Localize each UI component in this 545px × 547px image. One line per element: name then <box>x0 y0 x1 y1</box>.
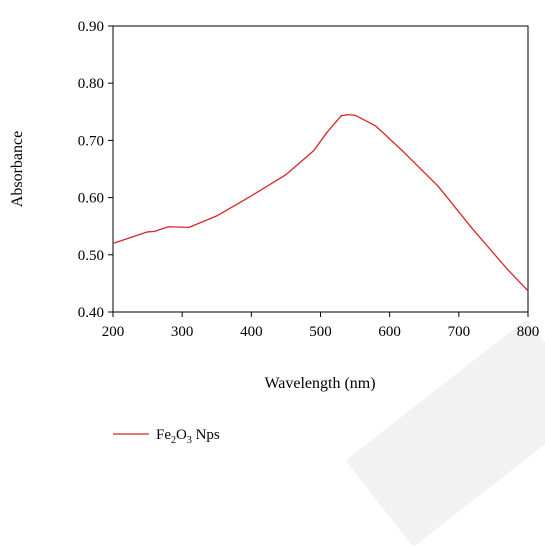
plot-frame <box>112 25 529 313</box>
y-tick-label: 0.60 <box>78 191 104 207</box>
legend-suffix: Nps <box>192 427 220 443</box>
legend-mid: O <box>176 427 187 443</box>
legend-sub1: 2 <box>171 435 176 446</box>
x-tick-label: 400 <box>240 324 263 340</box>
legend-label: Fe2O3 Nps <box>156 427 220 446</box>
x-tick-label: 200 <box>102 324 125 340</box>
x-tick-label: 700 <box>448 324 471 340</box>
legend-sub2: 3 <box>187 435 192 446</box>
x-tick-label: 800 <box>517 324 540 340</box>
y-tick-label: 0.90 <box>78 19 104 35</box>
series-line <box>112 114 529 292</box>
series-layer <box>112 114 529 292</box>
x-tick-label: 300 <box>171 324 194 340</box>
x-axis-title: Wavelength (nm) <box>264 375 375 392</box>
x-axis-ticks: 200 300 400 500 600 700 800 <box>102 312 540 340</box>
y-axis-ticks: 0.40 0.50 0.60 0.70 0.80 0.90 <box>78 19 113 321</box>
y-tick-label: 0.50 <box>78 248 104 264</box>
x-tick-label: 600 <box>378 324 401 340</box>
y-tick-label: 0.40 <box>78 305 104 321</box>
y-axis-title: Absorbance <box>9 131 26 207</box>
x-tick-label: 500 <box>309 324 332 340</box>
legend-prefix: Fe <box>156 427 171 443</box>
legend: Fe2O3 Nps <box>113 427 220 446</box>
y-tick-label: 0.70 <box>78 133 104 149</box>
absorbance-chart: 200 300 400 500 600 700 800 0.400.500.600.700.… <box>9 19 540 446</box>
y-tick-label: 0.80 <box>78 76 104 92</box>
